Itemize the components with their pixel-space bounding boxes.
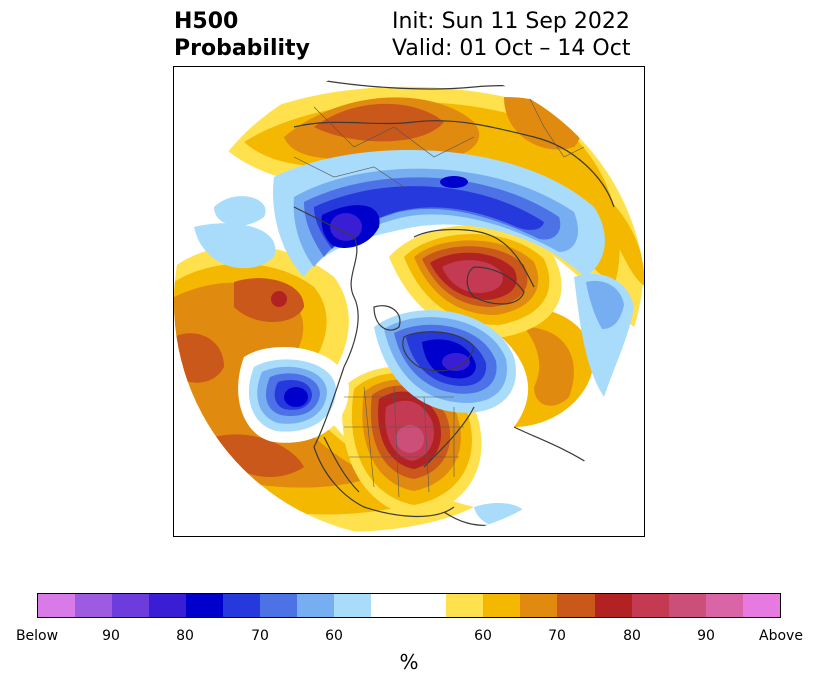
above-normal-anomalies — [174, 86, 644, 532]
colorbar-tick-label: 80 — [623, 628, 641, 644]
colorbar-swatch — [742, 594, 780, 617]
colorbar-tick-label: Above — [759, 628, 803, 644]
init-date: Init: Sun 11 Sep 2022 — [392, 9, 630, 34]
colorbar-swatch — [446, 594, 484, 617]
probability-colorbar — [37, 593, 781, 618]
colorbar-swatch — [557, 594, 595, 617]
colorbar-swatch — [334, 594, 372, 617]
title-variable: H500 — [174, 9, 239, 34]
map-title: H500 Probability — [174, 8, 310, 62]
colorbar-tick-label: 60 — [325, 628, 343, 644]
colorbar-tick-label: 70 — [251, 628, 269, 644]
colorbar-tick-label: 90 — [102, 628, 120, 644]
colorbar-swatch — [38, 594, 76, 617]
colorbar-swatch — [483, 594, 521, 617]
colorbar-tick-label: Below — [15, 628, 59, 644]
colorbar-tick-label: 90 — [697, 628, 715, 644]
colorbar-swatch — [223, 594, 261, 617]
colorbar-swatch — [297, 594, 335, 617]
below-normal-anomalies — [194, 149, 634, 527]
colorbar-swatch — [112, 594, 150, 617]
colorbar-tick-label: 80 — [176, 628, 194, 644]
colorbar-swatch — [705, 594, 743, 617]
polar-map — [173, 66, 645, 537]
colorbar-swatch — [631, 594, 669, 617]
colorbar-tick-label: 60 — [474, 628, 492, 644]
colorbar-swatch — [520, 594, 558, 617]
colorbar-swatch — [594, 594, 632, 617]
colorbar-swatch — [371, 594, 447, 617]
title-product: Probability — [174, 36, 310, 61]
probability-field — [174, 67, 644, 536]
colorbar-swatch — [186, 594, 224, 617]
colorbar-unit: % — [399, 650, 419, 674]
colorbar-swatch — [668, 594, 706, 617]
map-dates: Init: Sun 11 Sep 2022 Valid: 01 Oct – 14… — [392, 8, 630, 62]
colorbar-swatch — [260, 594, 298, 617]
colorbar-swatch — [75, 594, 113, 617]
valid-range: Valid: 01 Oct – 14 Oct — [392, 36, 631, 61]
colorbar-swatch — [149, 594, 187, 617]
colorbar-tick-label: 70 — [548, 628, 566, 644]
